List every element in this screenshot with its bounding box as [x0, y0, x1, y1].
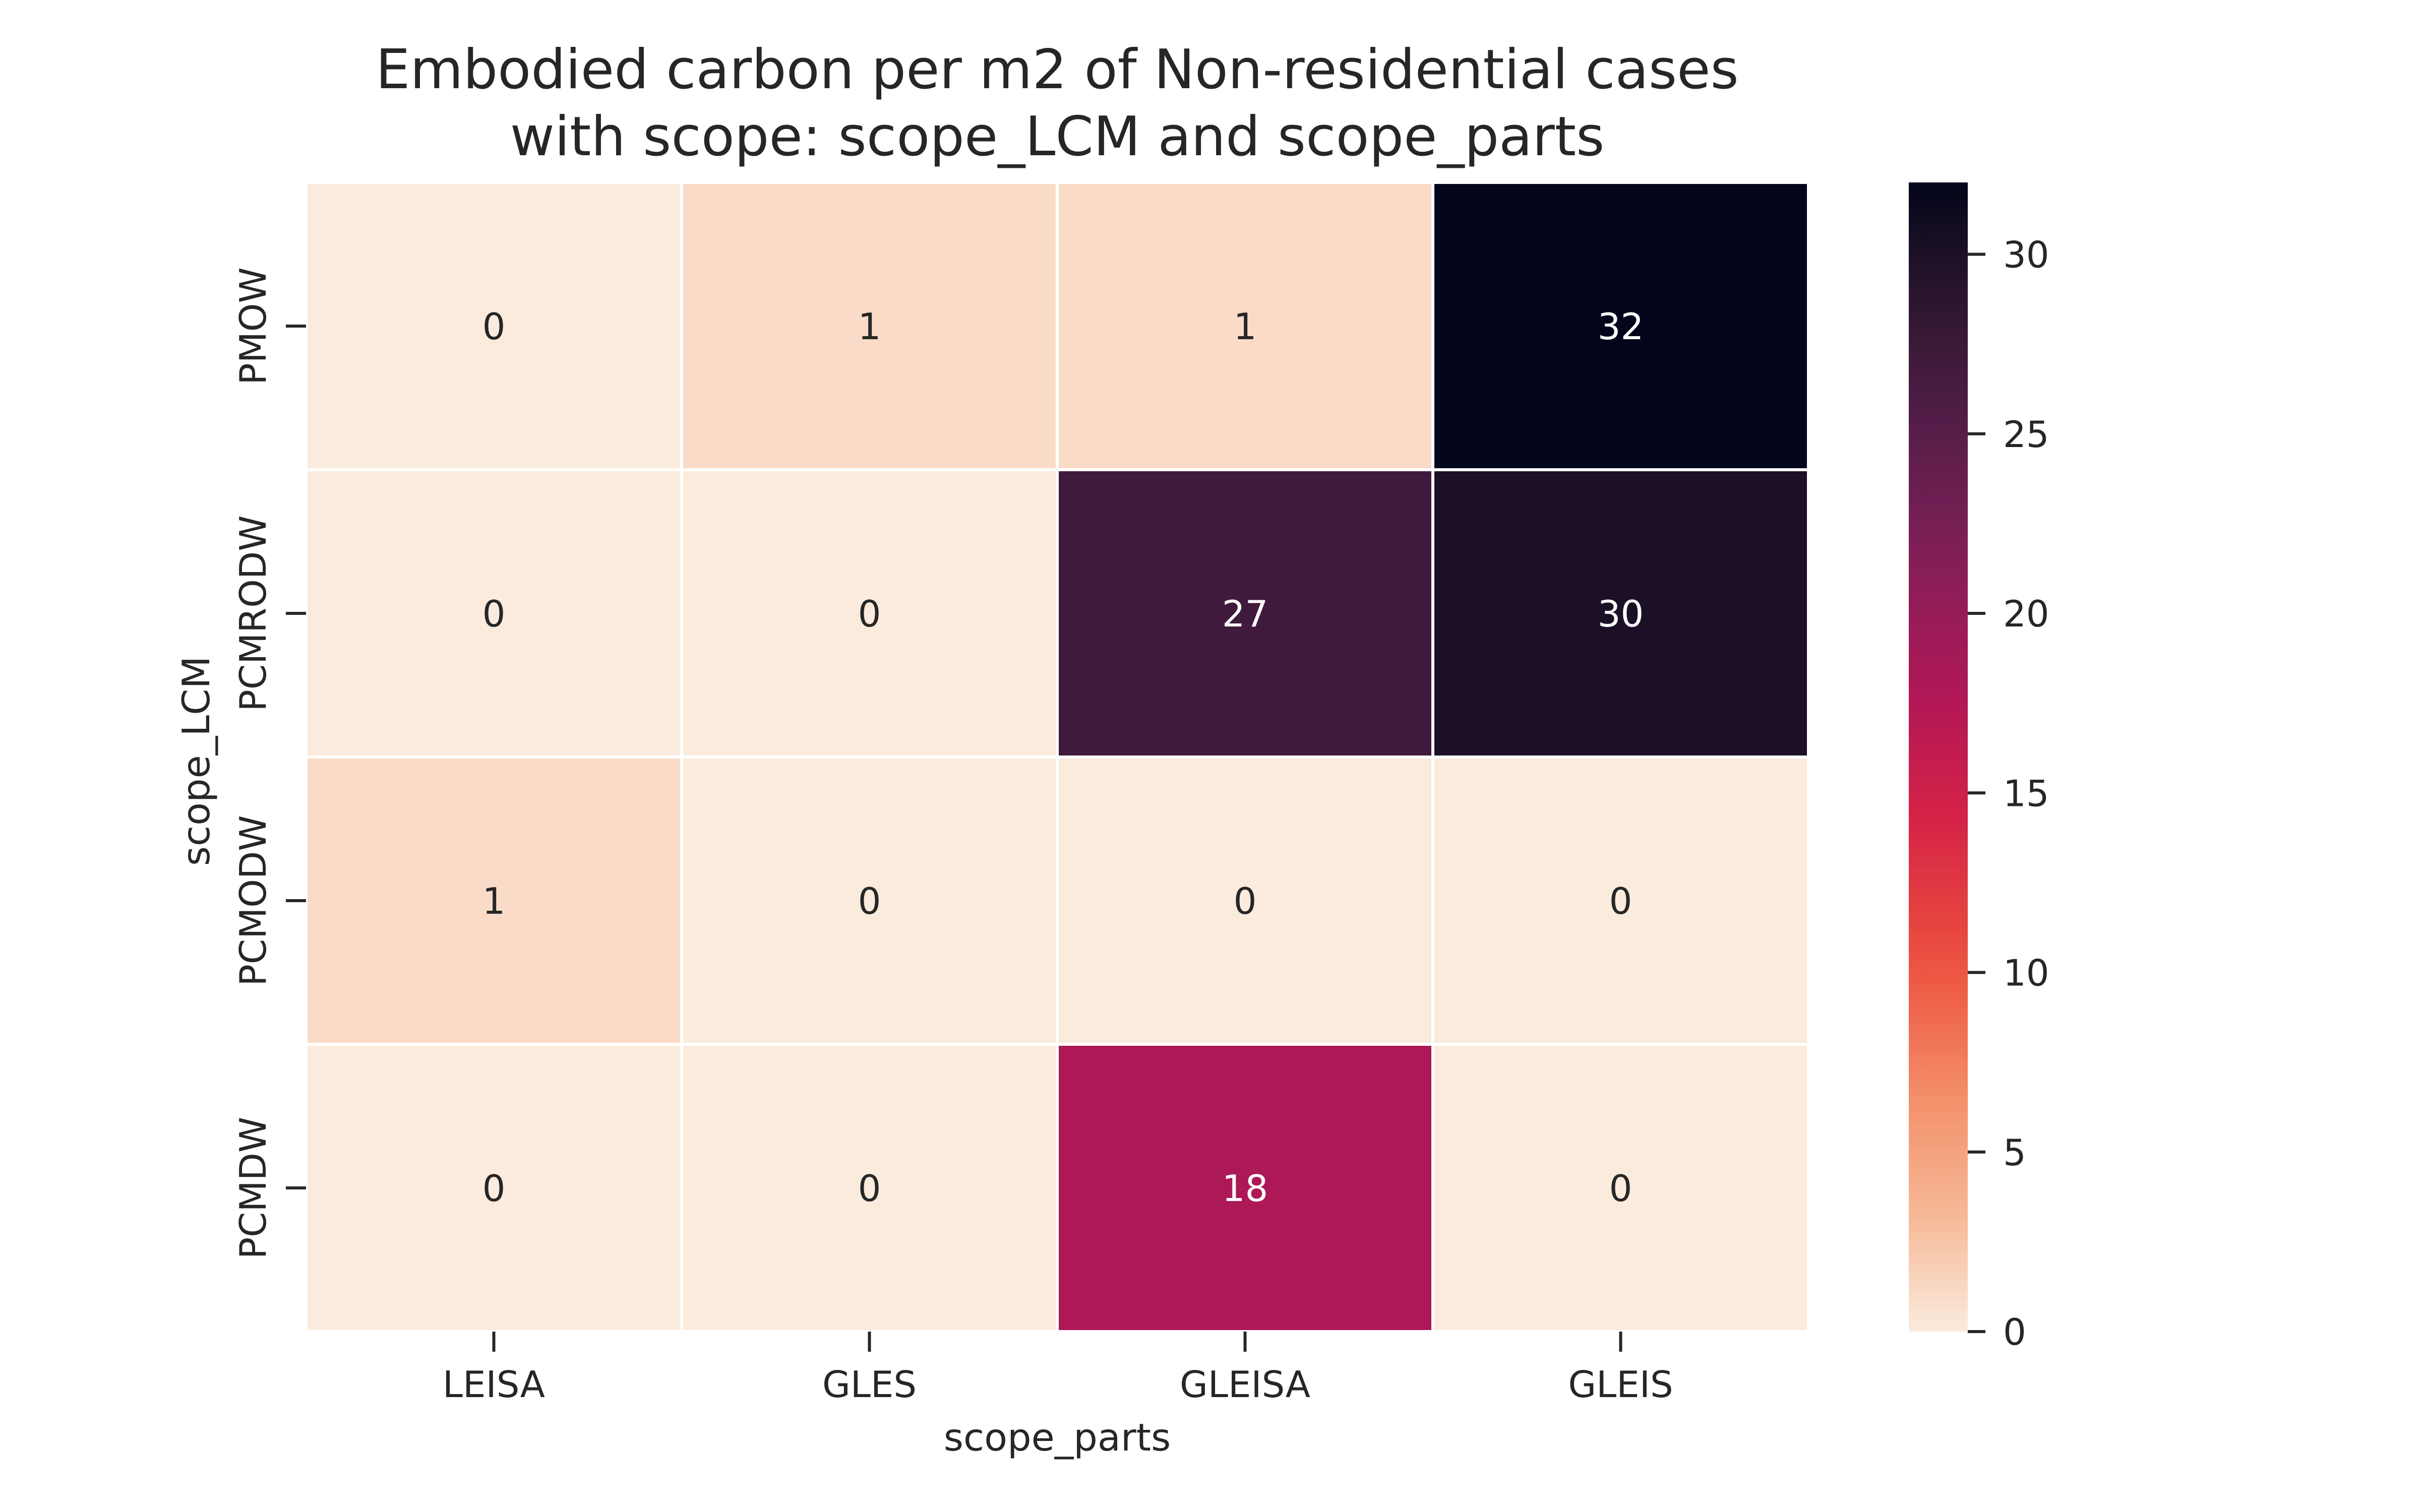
heatmap-cell	[305, 468, 683, 759]
x-tick-label: GLES	[822, 1363, 917, 1406]
heatmap-cell	[1431, 181, 1810, 471]
heatmap-cell	[305, 1043, 683, 1333]
heatmap-cell	[305, 181, 683, 471]
heatmap-cell-value: 1	[1234, 305, 1257, 348]
heatmap-cell-value: 0	[858, 593, 881, 635]
heatmap-cell-value: 0	[1609, 880, 1632, 922]
heatmap-cell-value: 1	[482, 880, 506, 922]
heatmap-cell-value: 0	[482, 305, 506, 348]
heatmap-cell-value: 1	[858, 305, 881, 348]
chart-title-line-2: with scope: scope_LCM and scope_parts	[510, 105, 1605, 168]
heatmap-cell-value: 32	[1598, 305, 1644, 348]
heatmap-cell-value: 0	[1609, 1167, 1632, 1210]
heatmap-cell	[1056, 181, 1434, 471]
y-axis-label: scope_LCM	[174, 656, 218, 866]
x-axis-label: scope_parts	[944, 1415, 1171, 1460]
colorbar-tick-label: 0	[2003, 1311, 2026, 1353]
chart-title-line-1: Embodied carbon per m2 of Non-residentia…	[376, 38, 1739, 101]
heatmap-cell-value: 0	[1234, 880, 1257, 922]
y-tick-label: PCMDW	[232, 1117, 274, 1259]
heatmap-cell-value: 0	[482, 1167, 506, 1210]
heatmap-cell	[680, 1043, 1059, 1333]
y-tick-label: PCMODW	[232, 815, 274, 986]
x-tick-label: GLEISA	[1180, 1363, 1310, 1406]
colorbar-tick-label: 5	[2003, 1131, 2026, 1174]
colorbar-tick-label: 10	[2003, 952, 2049, 994]
x-axis: LEISA GLES GLEISA GLEIS	[443, 1332, 1673, 1406]
heatmap-cell	[680, 468, 1059, 759]
x-tick-label: GLEIS	[1568, 1363, 1673, 1406]
heatmap-cell	[680, 181, 1059, 471]
y-axis: PMOW PCMRODW PCMODW PCMDW	[232, 267, 306, 1259]
colorbar-tick-label: 15	[2003, 772, 2049, 814]
heatmap-cell	[680, 755, 1059, 1046]
colorbar-tick-label: 20	[2003, 593, 2049, 635]
heatmap-cell-labels: 0 1 1 32 0 0 27 30 1 0 0 0 0 0 18 0	[482, 305, 1644, 1210]
heatmap-cell	[1431, 1043, 1810, 1333]
colorbar	[1909, 182, 1968, 1332]
heatmap-cell	[1431, 755, 1810, 1046]
colorbar-tick-label: 30	[2003, 234, 2049, 276]
colorbar-ticks: 0 5 10 15 20 25 30	[1968, 234, 2049, 1353]
heatmap-cell-value: 0	[858, 1167, 881, 1210]
heatmap-cell-value: 27	[1222, 593, 1268, 635]
heatmap-cell-value: 0	[858, 880, 881, 922]
heatmap-cell-value: 30	[1598, 593, 1644, 635]
heatmap-cell-value: 0	[482, 593, 506, 635]
heatmap-cell	[1056, 1043, 1434, 1333]
y-tick-label: PCMRODW	[232, 515, 274, 711]
heatmap-cell	[1431, 468, 1810, 759]
x-tick-label: LEISA	[443, 1363, 545, 1406]
y-tick-label: PMOW	[232, 267, 274, 385]
heatmap-cell-value: 18	[1222, 1167, 1268, 1210]
colorbar-tick-label: 25	[2003, 413, 2049, 456]
heatmap-cells	[305, 181, 1810, 1333]
